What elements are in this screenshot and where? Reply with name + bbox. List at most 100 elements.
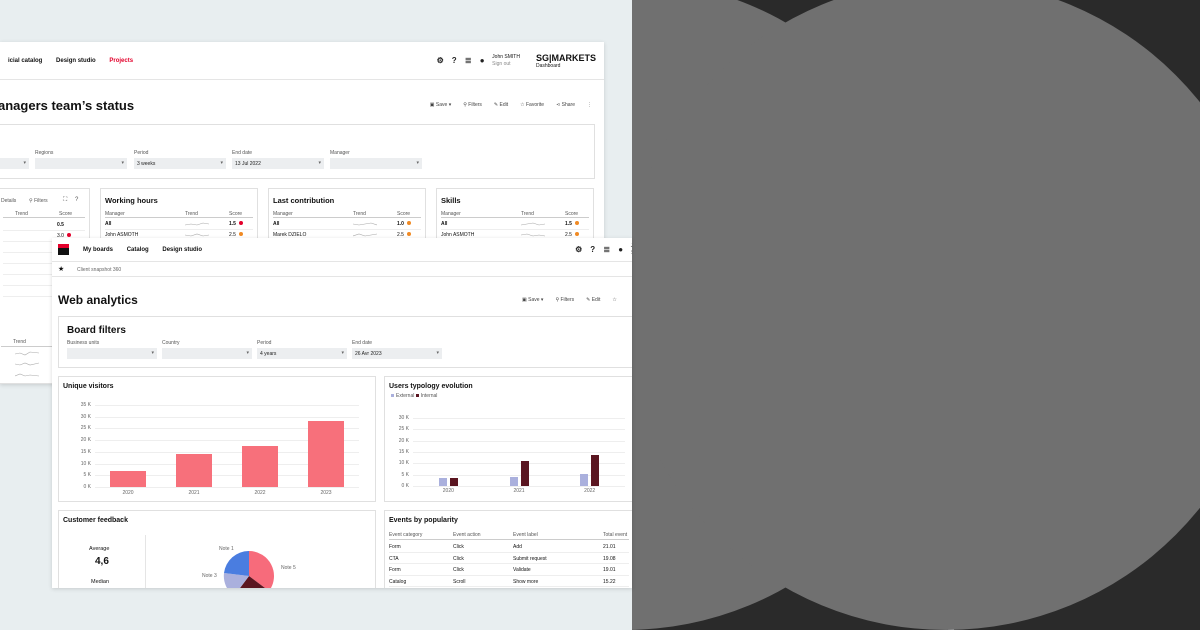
- bar-2020[interactable]: [110, 470, 146, 487]
- more-icon[interactable]: ⋮: [587, 102, 592, 108]
- apps-grid-icon[interactable]: ≣: [464, 56, 472, 65]
- filter-select-end-date[interactable]: 26 Avr 2023: [352, 348, 442, 359]
- status-dot: [574, 221, 579, 225]
- page-actions: ▣ Save ▾ ⚲ Filters ✎ Edit ☆: [522, 297, 617, 303]
- brand-subtitle: Dashboard: [535, 62, 561, 69]
- expand-icon[interactable]: ⛶: [63, 197, 68, 203]
- bar-2023[interactable]: [308, 421, 344, 487]
- y-tick-label: 20 K: [398, 437, 409, 444]
- legend-item-external[interactable]: External: [391, 393, 414, 399]
- filter-select-regions[interactable]: [35, 158, 127, 169]
- col-score: Score: [397, 211, 411, 217]
- score-value: 0.5: [57, 222, 64, 228]
- apps-grid-icon[interactable]: ≣: [603, 245, 611, 254]
- table-row[interactable]: CTA Click Submit request 19.08: [389, 553, 629, 564]
- col-trend: Trend: [521, 211, 534, 217]
- chart-title: Users typology evolution: [389, 383, 473, 390]
- user-avatar-icon[interactable]: ●: [618, 245, 624, 254]
- filter-select-country[interactable]: [162, 348, 252, 359]
- filter-select-business-units[interactable]: [67, 348, 157, 359]
- user-avatar-icon[interactable]: ●: [479, 56, 485, 65]
- edit-button[interactable]: ✎ Edit: [586, 297, 601, 303]
- details-link[interactable]: Details: [1, 198, 17, 204]
- save-button[interactable]: ▣ Save ▾: [429, 102, 452, 108]
- help-icon[interactable]: ?: [451, 56, 457, 65]
- filter-select-partial[interactable]: [0, 158, 29, 169]
- events-popularity-card: Events by popularity Event category Even…: [384, 510, 632, 588]
- x-tick-label: 2020: [442, 488, 454, 494]
- bar-2022[interactable]: [242, 446, 278, 487]
- sparkline: [521, 233, 545, 237]
- legend-item-internal[interactable]: Internal: [415, 393, 437, 399]
- filter-label-end-date: End date: [352, 340, 373, 346]
- share-button[interactable]: ⋖ Share: [556, 102, 575, 108]
- web-analytics-window: My boards Catalog Design studio ⚙ ? ≣ ● …: [52, 238, 632, 588]
- sign-out-link[interactable]: Si: [631, 250, 632, 257]
- table-row: [3, 264, 85, 275]
- y-tick-label: 10 K: [398, 460, 409, 467]
- nav-design-studio[interactable]: Design studio: [162, 246, 203, 253]
- table-row[interactable]: Form Click Add 21.01: [389, 541, 629, 553]
- filter-select-end-date[interactable]: 13 Jul 2022: [232, 158, 324, 169]
- bar-external-2021[interactable]: [509, 476, 518, 486]
- gridline: [95, 428, 359, 430]
- table-row: [3, 286, 85, 297]
- bar-external-2022[interactable]: [580, 473, 589, 486]
- favorite-button[interactable]: ☆: [612, 297, 617, 303]
- table-row[interactable]: Form Click Validate 19.01: [389, 564, 629, 576]
- breadcrumb-item[interactable]: Client snapshot 360: [77, 267, 122, 273]
- bar-internal-2021[interactable]: [520, 461, 529, 486]
- nav-catalog[interactable]: Catalog: [126, 246, 149, 253]
- y-tick-label: 30 K: [80, 413, 91, 420]
- event-action-cell: Click: [453, 544, 464, 550]
- bar-internal-2020[interactable]: [449, 478, 458, 486]
- gridline: [413, 452, 625, 453]
- col-event-category: Event category: [389, 532, 423, 538]
- bar-2021[interactable]: [176, 454, 212, 487]
- pie-slice-note-1[interactable]: [224, 551, 249, 576]
- unique-visitors-card: Unique visitors 0 K 5 K 10 K 15 K 20 K 25 K 30…: [58, 376, 376, 502]
- average-label: Average: [89, 546, 110, 552]
- status-dot: [406, 221, 411, 225]
- average-value: 4,6: [95, 556, 109, 567]
- nav-my-boards[interactable]: My boards: [83, 246, 114, 253]
- col-score: Score: [229, 211, 243, 217]
- sign-out-link[interactable]: Sign out: [492, 61, 511, 67]
- filter-select-period[interactable]: 4 years: [257, 348, 347, 359]
- table-row: All 1.5: [105, 219, 253, 230]
- nav-projects[interactable]: Projects: [109, 57, 134, 64]
- user-menu[interactable]: John SMITH Sign out: [492, 54, 520, 68]
- x-tick-label: 2022: [254, 490, 266, 496]
- filter-select-manager[interactable]: [330, 158, 422, 169]
- gridline: [95, 405, 359, 406]
- filter-select-period[interactable]: 3 weeks: [134, 158, 226, 169]
- pie-slice[interactable]: [234, 576, 269, 588]
- edit-button[interactable]: ✎ Edit: [493, 102, 509, 108]
- help-icon[interactable]: ?: [590, 245, 596, 254]
- table-row: All 1.0: [273, 219, 421, 230]
- bar-internal-2022[interactable]: [591, 455, 600, 486]
- help-icon[interactable]: ?: [75, 197, 79, 203]
- gear-icon[interactable]: ⚙: [575, 245, 583, 254]
- nav-catalog[interactable]: icial catalog: [8, 57, 43, 64]
- pie-slice-note-3[interactable]: [223, 573, 249, 588]
- chart-legend: External Internal: [391, 393, 437, 399]
- table-row: [3, 275, 85, 286]
- y-tick-label: 30 K: [398, 415, 409, 421]
- x-tick-label: 2021: [513, 488, 525, 494]
- brand-logo-icon[interactable]: [58, 244, 69, 255]
- gridline: [95, 475, 359, 477]
- star-icon[interactable]: ★: [58, 266, 65, 273]
- pie-slice-note-5[interactable]: [249, 551, 274, 588]
- table-row[interactable]: Catalog Scroll Show more 15.22: [389, 576, 629, 587]
- save-button[interactable]: ▣ Save ▾: [522, 297, 544, 303]
- filters-button[interactable]: ⚲ Filters: [463, 102, 482, 108]
- filters-button[interactable]: ⚲ Filters: [555, 297, 575, 303]
- pie-label-note-5: Note 5: [281, 565, 296, 571]
- favorite-button[interactable]: ☆ Favorite: [520, 102, 545, 108]
- nav-design-studio[interactable]: Design studio: [56, 57, 96, 64]
- user-menu[interactable]: Jo Si: [631, 243, 632, 257]
- card-filters-button[interactable]: ⚲ Filters: [29, 198, 48, 204]
- gear-icon[interactable]: ⚙: [436, 56, 444, 65]
- bar-external-2020[interactable]: [438, 478, 447, 486]
